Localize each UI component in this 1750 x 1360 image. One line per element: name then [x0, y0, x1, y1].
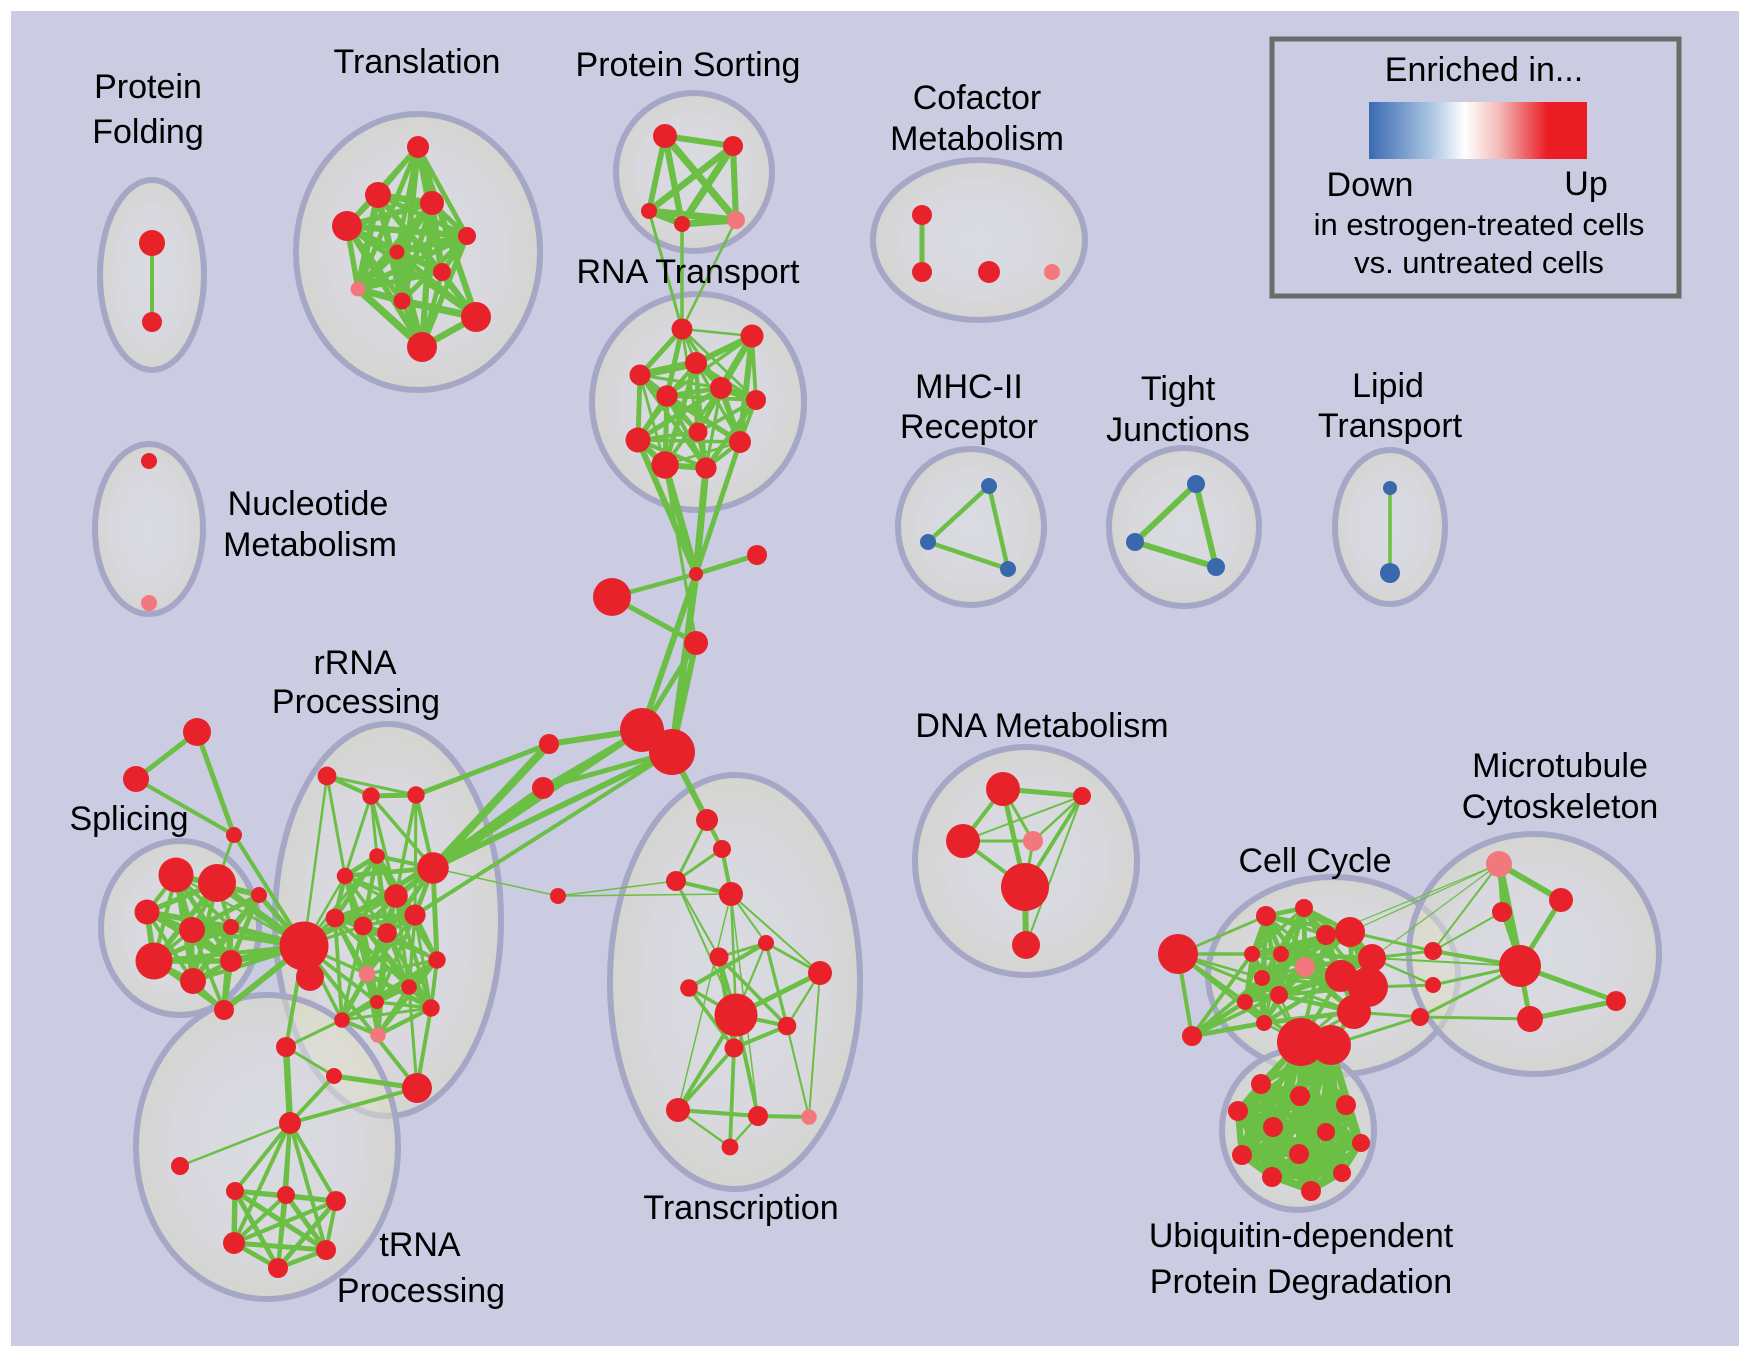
- svg-text:Up: Up: [1564, 165, 1607, 203]
- svg-text:Splicing: Splicing: [69, 800, 188, 838]
- svg-text:Microtubule: Microtubule: [1472, 747, 1648, 785]
- svg-text:Nucleotide: Nucleotide: [228, 485, 389, 523]
- svg-text:Cofactor: Cofactor: [913, 79, 1042, 117]
- svg-text:Protein: Protein: [94, 68, 202, 106]
- svg-text:Protein Sorting: Protein Sorting: [576, 46, 801, 84]
- svg-text:Metabolism: Metabolism: [223, 526, 397, 564]
- svg-text:Junctions: Junctions: [1106, 411, 1250, 449]
- svg-text:Transcription: Transcription: [643, 1189, 838, 1227]
- svg-text:Protein Degradation: Protein Degradation: [1150, 1263, 1452, 1301]
- svg-text:Enriched in...: Enriched in...: [1385, 51, 1583, 89]
- svg-text:Tight: Tight: [1141, 370, 1216, 408]
- svg-text:MHC-II: MHC-II: [915, 368, 1023, 406]
- svg-text:Folding: Folding: [92, 113, 204, 151]
- svg-text:in estrogen-treated cells: in estrogen-treated cells: [1314, 207, 1645, 242]
- svg-text:Lipid: Lipid: [1352, 367, 1424, 405]
- svg-text:DNA Metabolism: DNA Metabolism: [915, 707, 1168, 745]
- svg-text:Ubiquitin-dependent: Ubiquitin-dependent: [1149, 1217, 1454, 1255]
- svg-text:Processing: Processing: [337, 1272, 505, 1310]
- svg-text:Cytoskeleton: Cytoskeleton: [1462, 788, 1659, 826]
- svg-text:Cell Cycle: Cell Cycle: [1238, 842, 1391, 880]
- svg-text:tRNA: tRNA: [379, 1226, 461, 1264]
- svg-text:RNA Transport: RNA Transport: [577, 253, 801, 291]
- svg-text:Down: Down: [1327, 166, 1414, 204]
- svg-text:Processing: Processing: [272, 683, 440, 721]
- svg-text:vs. untreated cells: vs. untreated cells: [1354, 245, 1604, 280]
- svg-text:Receptor: Receptor: [900, 408, 1038, 446]
- svg-text:Metabolism: Metabolism: [890, 120, 1064, 158]
- svg-text:Translation: Translation: [334, 43, 501, 81]
- svg-text:Transport: Transport: [1318, 407, 1463, 445]
- svg-text:rRNA: rRNA: [313, 644, 396, 682]
